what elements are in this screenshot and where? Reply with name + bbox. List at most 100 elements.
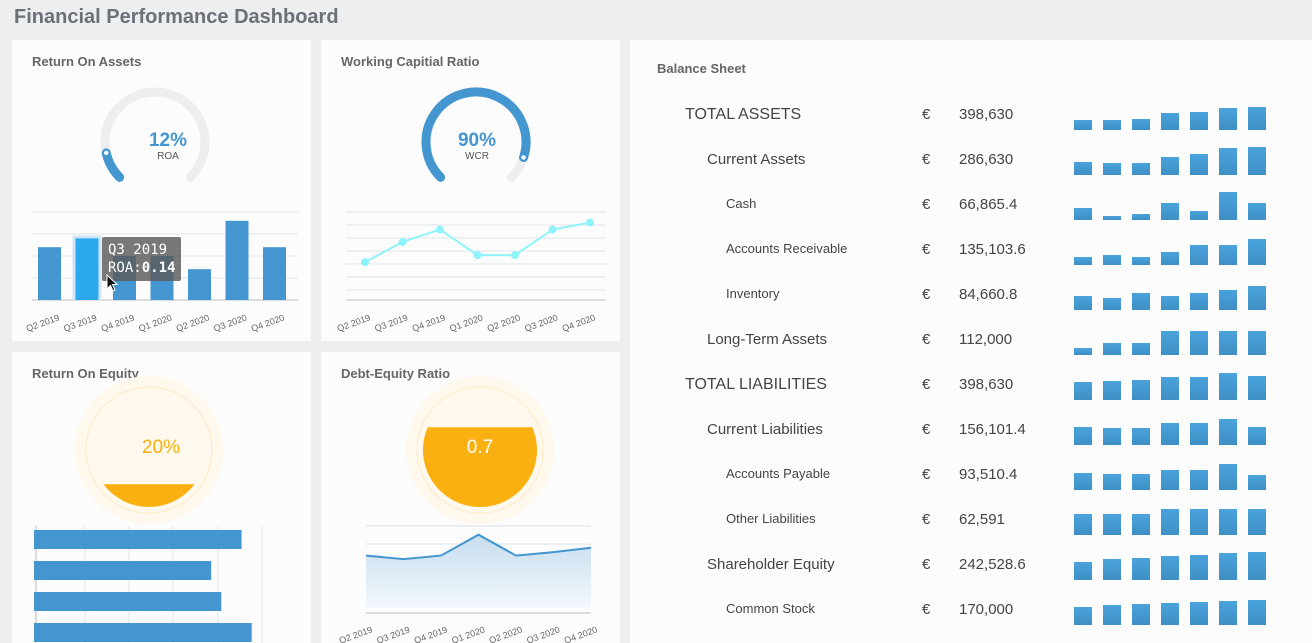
row-label: Accounts Payable xyxy=(726,466,831,481)
row-label: TOTAL LIABILITIES xyxy=(685,376,827,393)
roe-chart xyxy=(34,376,263,643)
row-label: Shareholder Equity xyxy=(707,556,835,573)
spark-bar xyxy=(1103,255,1121,265)
row-value: 93,510.4 xyxy=(959,466,1018,483)
bar xyxy=(225,220,249,300)
bar xyxy=(34,592,222,611)
wcr-x-tick-label: Q3 2019 xyxy=(373,312,409,333)
spark-bar xyxy=(1074,161,1092,175)
balance-row: Accounts Receivable €135,103.6 xyxy=(630,235,1312,265)
wcr-gauge-label: WCR xyxy=(465,151,489,162)
currency-symbol: € xyxy=(922,601,931,618)
spark-bar xyxy=(1248,203,1266,220)
spark-bar xyxy=(1190,509,1208,535)
trend-sparkbar xyxy=(1074,505,1274,535)
spark-bar xyxy=(1074,120,1092,130)
balance-row: Accounts Payable €93,510.4 xyxy=(630,460,1312,490)
bar xyxy=(75,238,99,300)
spark-bar xyxy=(1219,290,1237,310)
spark-bar xyxy=(1161,376,1179,400)
spark-bar xyxy=(1103,427,1121,445)
row-value: 170,000 xyxy=(959,601,1014,618)
roa-x-tick-label: Q4 2019 xyxy=(100,312,136,333)
balance-row: Cash €66,865.4 xyxy=(630,190,1312,220)
roe-liquid xyxy=(103,484,195,507)
currency-symbol: € xyxy=(922,511,931,528)
debt-equity-ratio-card: Debt-Equity Ratio Q2 2019 Q3 2019 Q4 2019 Q… xyxy=(321,352,620,643)
spark-bar xyxy=(1103,163,1121,175)
trend-sparkbar xyxy=(1074,100,1274,130)
balance-row: Inventory €84,660.8 xyxy=(630,280,1312,310)
currency-symbol: € xyxy=(922,196,931,213)
row-value: 62,591 xyxy=(959,511,1005,528)
spark-bar xyxy=(1190,245,1208,265)
spark-bar xyxy=(1219,373,1237,400)
spark-bar xyxy=(1103,297,1121,310)
row-value: 242,528.6 xyxy=(959,556,1026,573)
row-label: Accounts Receivable xyxy=(726,241,848,256)
balance-row: Common Stock €170,000 xyxy=(630,595,1312,625)
spark-bar xyxy=(1248,475,1266,490)
spark-bar xyxy=(1248,330,1266,355)
spark-bar xyxy=(1074,381,1092,400)
bar xyxy=(263,247,286,300)
row-label: Cash xyxy=(726,196,757,211)
roa-x-tick-label: Q2 2020 xyxy=(175,312,211,333)
row-value: 66,865.4 xyxy=(959,196,1018,213)
row-value: 156,101.4 xyxy=(959,421,1026,438)
spark-bar xyxy=(1248,551,1266,580)
spark-bar xyxy=(1190,555,1208,580)
row-value: 84,660.8 xyxy=(959,286,1018,303)
spark-bar xyxy=(1074,348,1092,355)
spark-bar xyxy=(1219,245,1237,265)
currency-symbol: € xyxy=(922,556,931,573)
roa-x-tick-label: Q1 2020 xyxy=(137,312,173,333)
spark-bar xyxy=(1074,472,1092,490)
spark-bar xyxy=(1190,111,1208,130)
spark-bar xyxy=(1190,601,1208,625)
return-on-equity-card: Return On Equity 20% xyxy=(12,352,311,643)
data-point xyxy=(473,251,482,260)
chart-tooltip: Q3 2019 ROA:0.14 xyxy=(102,237,182,281)
trend-sparkbar xyxy=(1074,460,1274,490)
row-value: 135,103.6 xyxy=(959,241,1026,258)
bar xyxy=(34,561,212,580)
spark-bar xyxy=(1248,146,1266,175)
spark-bar xyxy=(1132,474,1150,490)
spark-bar xyxy=(1103,474,1121,490)
mouse-cursor-icon xyxy=(106,274,119,292)
spark-bar xyxy=(1132,162,1150,175)
spark-bar xyxy=(1161,295,1179,310)
trend-sparkbar xyxy=(1074,415,1274,445)
spark-bar xyxy=(1132,343,1150,355)
data-point xyxy=(436,225,444,234)
spark-bar xyxy=(1132,256,1150,265)
tooltip-title: Q3 2019 xyxy=(108,242,168,258)
card-title: Working Capitial Ratio xyxy=(341,54,480,69)
row-label: Other Liabilities xyxy=(726,511,816,526)
wcr-x-tick-label: Q4 2020 xyxy=(561,312,597,333)
balance-row: Long-Term Assets €112,000 xyxy=(630,325,1312,355)
der-x-tick-label: Q3 2019 xyxy=(375,624,411,643)
roa-gauge-track xyxy=(100,87,210,182)
series-line xyxy=(365,533,592,561)
der-ring xyxy=(416,386,544,514)
row-label: Common Stock xyxy=(726,601,815,616)
wcr-gauge-fill xyxy=(421,87,531,182)
spark-bar xyxy=(1074,561,1092,580)
working-capital-ratio-card: Working Capitial Ratio Q2 2019 Q3 2019 Q4 … xyxy=(321,40,620,341)
der-x-tick-label: Q3 2020 xyxy=(525,624,561,643)
bar xyxy=(34,530,242,549)
card-title: Balance Sheet xyxy=(657,61,746,76)
spark-bar xyxy=(1103,559,1121,580)
spark-bar xyxy=(1074,295,1092,310)
spark-bar xyxy=(1219,107,1237,130)
spark-bar xyxy=(1248,426,1266,445)
spark-bar xyxy=(1190,154,1208,175)
spark-bar xyxy=(1074,514,1092,535)
spark-bar xyxy=(1132,557,1150,580)
spark-bar xyxy=(1190,330,1208,355)
der-x-tick-label: Q2 2020 xyxy=(488,624,524,643)
trend-sparkbar xyxy=(1074,235,1274,265)
bar xyxy=(34,623,252,642)
